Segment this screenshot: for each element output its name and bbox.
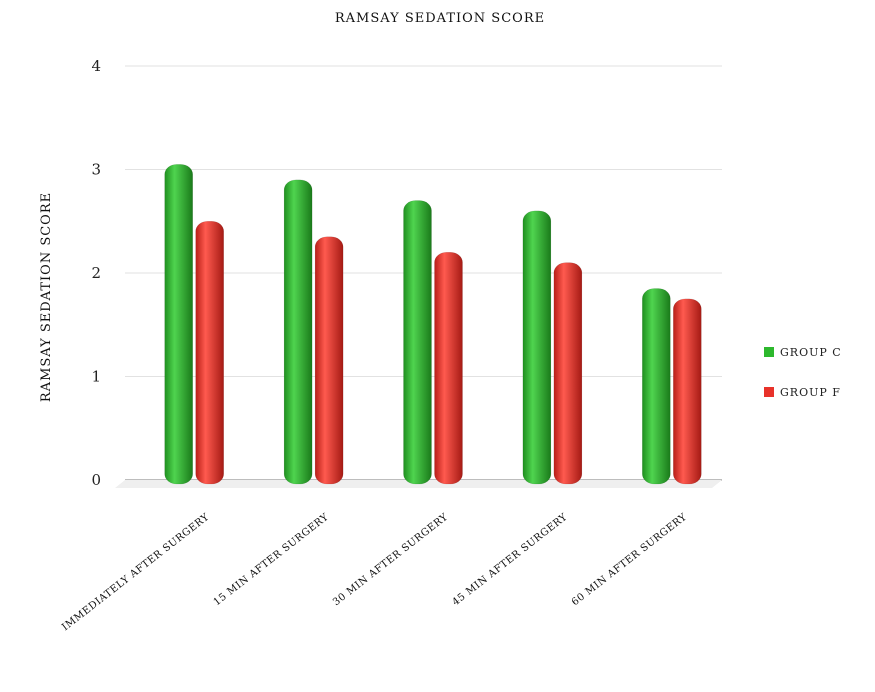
bar-group-c	[403, 200, 432, 485]
legend-swatch	[764, 347, 774, 357]
bar-group-f	[434, 252, 463, 485]
y-tick-label: 0	[91, 471, 101, 489]
x-axis-labels: IMMEDIATELY AFTER SURGERY 15 MIN AFTER SU…	[60, 512, 689, 634]
bar-group-c	[283, 179, 313, 485]
bar-group-c	[164, 164, 193, 485]
x-tick-label: 60 MIN AFTER SURGERY	[570, 512, 689, 609]
bar-group-f	[553, 262, 583, 485]
x-tick-label: IMMEDIATELY AFTER SURGERY	[60, 512, 211, 634]
y-tick-label: 2	[91, 264, 101, 282]
y-tick-label: 3	[91, 161, 101, 179]
y-axis-ticks: 0 1 2 3 4	[91, 57, 101, 489]
bar-group-f	[673, 298, 702, 485]
y-tick-label: 4	[91, 57, 101, 75]
bar-group-c	[642, 288, 671, 485]
legend: GROUP C GROUP F	[764, 346, 842, 399]
x-tick-label: 15 MIN AFTER SURGERY	[212, 512, 331, 609]
bar-group-f	[195, 221, 224, 485]
x-tick-label: 45 MIN AFTER SURGERY	[450, 512, 569, 609]
legend-swatch	[764, 387, 774, 397]
y-tick-label: 1	[91, 368, 101, 386]
x-tick-label: 30 MIN AFTER SURGERY	[331, 512, 450, 609]
legend-label: GROUP F	[780, 386, 841, 399]
bars	[164, 164, 702, 485]
bar-group-c	[522, 210, 552, 485]
legend-label: GROUP C	[780, 346, 842, 359]
chart-title: RAMSAY SEDATION SCORE	[335, 11, 545, 26]
y-axis-label: RAMSAY SEDATION SCORE	[39, 192, 54, 402]
bar-group-f	[314, 236, 344, 485]
